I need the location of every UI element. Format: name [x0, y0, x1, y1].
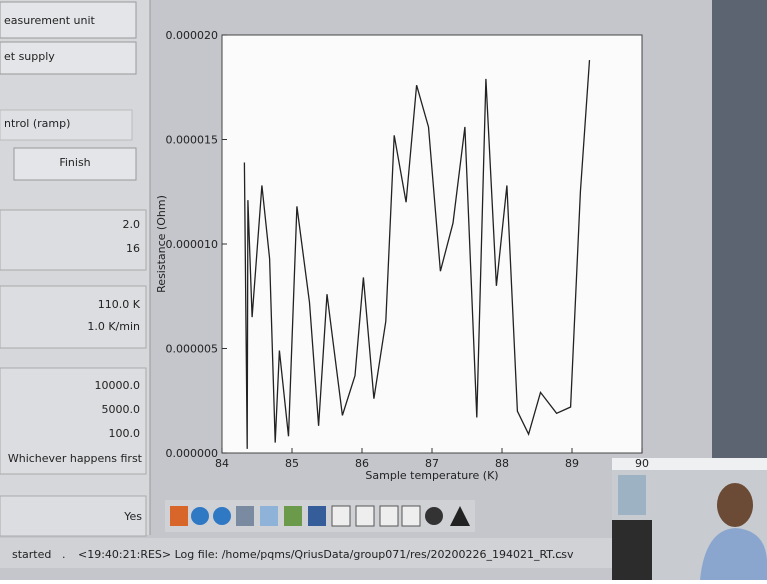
x-tick-label: 84	[215, 457, 229, 470]
panel-text: Yes	[123, 510, 142, 523]
panel-text: 2.0	[123, 218, 141, 231]
y-tick-label: 0.000010	[166, 238, 219, 251]
y-axis-label: Resistance (Ohm)	[155, 195, 168, 293]
x-axis-label: Sample temperature (K)	[365, 469, 498, 482]
panel-text: ntrol (ramp)	[4, 117, 70, 130]
video-inset	[612, 458, 767, 580]
plot-area	[222, 35, 642, 453]
y-tick-label: 0.000005	[166, 343, 219, 356]
panel-text: 110.0 K	[98, 298, 141, 311]
status-text: . ...	[545, 548, 562, 561]
panel-text: et supply	[4, 50, 55, 63]
y-tick-label: 0.000015	[166, 134, 219, 147]
panel-text: 1.0 K/min	[87, 320, 140, 333]
panel-text: easurement unit	[4, 14, 96, 27]
panel-text: Finish	[59, 156, 90, 169]
y-tick-label: 0.000000	[166, 447, 219, 460]
x-tick-label: 89	[565, 457, 579, 470]
x-tick-label: 85	[285, 457, 299, 470]
panel-text: 10000.0	[95, 379, 141, 392]
status-text: .	[62, 548, 66, 561]
panel-text: 16	[126, 242, 140, 255]
group-box	[0, 286, 146, 348]
panel-text: 5000.0	[102, 403, 141, 416]
status-text: started	[12, 548, 51, 561]
x-tick-label: 90	[635, 457, 649, 470]
panel-text: 100.0	[109, 427, 141, 440]
status-text: <19:40:21:RES> Log file: /home/pqms/Qriu…	[78, 548, 574, 561]
y-tick-label: 0.000020	[166, 29, 219, 42]
panel-text: Whichever happens first	[8, 452, 143, 465]
page: easurement unit et supply ntrol (ramp) Fini…	[0, 0, 767, 580]
screenshot: easurement unit et supply ntrol (ramp) Fini…	[0, 0, 767, 580]
